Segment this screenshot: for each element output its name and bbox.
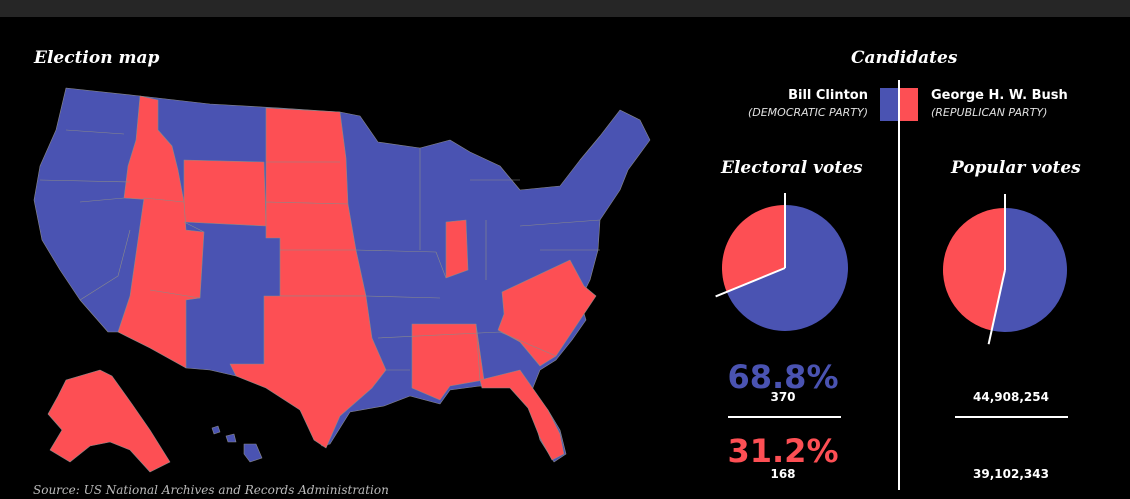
- democratic-swatch: [880, 88, 899, 121]
- rep-popular-count: 39,102,343: [973, 467, 1049, 481]
- candidates-title: Candidates: [851, 48, 958, 68]
- state-indiana: [445, 219, 469, 279]
- vertical-divider: [898, 80, 900, 490]
- electoral-leader-split: [715, 267, 786, 298]
- state-utah-arizona: [117, 197, 205, 369]
- electoral-rep-slice: [722, 205, 785, 292]
- candidate-bush-party: (REPUBLICAN PARTY): [931, 106, 1048, 119]
- state-idaho: [123, 95, 185, 203]
- republican-swatch: [899, 88, 918, 121]
- electoral-votes-title: Electoral votes: [721, 158, 863, 178]
- electoral-separator: [728, 416, 841, 418]
- rep-electoral-pct: 31.2%: [727, 432, 839, 470]
- candidate-clinton-party: (DEMOCRATIC PARTY): [747, 106, 868, 119]
- popular-separator: [955, 416, 1068, 418]
- us-election-map: [33, 87, 651, 473]
- electoral-dem-slice: [726, 205, 848, 331]
- state-florida: [479, 369, 565, 461]
- popular-votes-title: Popular votes: [951, 158, 1081, 178]
- candidate-bush-name: George H. W. Bush: [931, 88, 1068, 103]
- state-hawaii: [211, 425, 263, 463]
- dem-electoral-pct: 68.8%: [727, 358, 839, 396]
- top-bar: [0, 0, 1130, 17]
- state-dakotas: [265, 107, 349, 205]
- source-note: Source: US National Archives and Records…: [33, 483, 389, 497]
- state-mississippi-alabama: [411, 323, 485, 401]
- state-wyoming: [183, 159, 267, 227]
- state-oklahoma-texas: [229, 295, 387, 449]
- popular-leader-split: [987, 269, 1006, 345]
- dem-popular-count: 44,908,254: [973, 390, 1049, 404]
- state-alaska: [47, 369, 171, 473]
- rep-electoral-count: 168: [770, 467, 796, 481]
- dem-electoral-count: 370: [770, 390, 796, 404]
- candidate-clinton-name: Bill Clinton: [788, 88, 868, 103]
- popular-votes-pie: [943, 194, 1068, 345]
- popular-rep-slice: [943, 208, 1005, 331]
- electoral-votes-pie: [715, 193, 848, 331]
- map-title: Election map: [34, 48, 160, 68]
- popular-dem-slice: [991, 208, 1068, 332]
